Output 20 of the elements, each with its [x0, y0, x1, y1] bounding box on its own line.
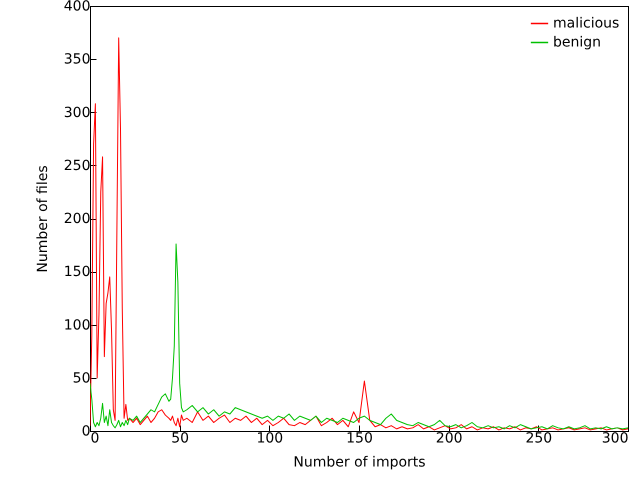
x-tick-label: 300 [602, 430, 628, 446]
x-tick-label: 250 [525, 430, 552, 446]
y-tick-label: 250 [64, 158, 90, 174]
y-tick-label: 400 [64, 0, 90, 14]
y-tick-label: 100 [64, 317, 90, 334]
legend-label: benign [553, 34, 602, 50]
y-tick-label: 150 [64, 264, 90, 280]
legend-label: malicious [553, 16, 620, 32]
x-tick-label: 200 [436, 430, 463, 446]
y-tick-label: 350 [64, 52, 90, 68]
x-tick-label: 150 [346, 430, 373, 446]
line-series [90, 244, 628, 430]
x-tick-label: 100 [256, 430, 284, 446]
y-tick-label: 200 [64, 211, 90, 227]
y-tick-label: 300 [64, 104, 90, 121]
x-axis-title: Number of imports [293, 454, 426, 470]
y-tick-label: 50 [72, 370, 90, 386]
line-series [90, 37, 628, 430]
x-tick-label: 50 [171, 430, 190, 446]
y-axis-title: Number of files [34, 165, 51, 273]
